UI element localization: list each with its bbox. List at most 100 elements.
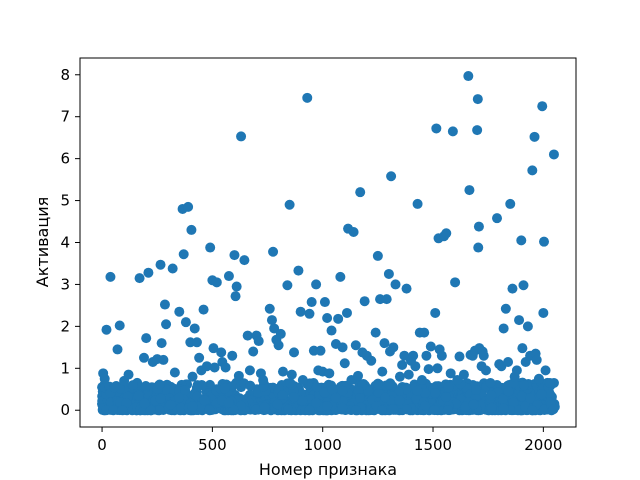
data-point xyxy=(180,317,191,328)
data-point xyxy=(420,388,431,399)
data-point xyxy=(311,279,322,290)
data-point xyxy=(99,373,110,384)
data-point xyxy=(187,401,198,412)
data-point xyxy=(293,265,304,276)
data-point xyxy=(133,390,144,401)
data-point xyxy=(145,405,156,416)
data-point xyxy=(401,283,412,294)
data-point xyxy=(204,404,215,415)
data-point xyxy=(508,397,519,408)
data-point xyxy=(451,398,462,409)
data-point xyxy=(445,368,456,379)
data-point xyxy=(311,397,322,408)
data-point xyxy=(548,149,559,160)
data-point xyxy=(539,236,550,247)
data-point xyxy=(337,402,348,413)
data-point xyxy=(117,405,128,416)
data-point xyxy=(500,303,511,314)
data-point xyxy=(492,213,503,224)
data-point xyxy=(229,250,240,261)
data-point xyxy=(285,378,296,389)
data-point xyxy=(139,398,150,409)
data-point xyxy=(283,404,294,415)
data-point xyxy=(105,271,116,282)
y-tick-label: 0 xyxy=(60,401,70,419)
data-point xyxy=(248,346,259,357)
data-point xyxy=(236,400,247,411)
y-axis-label: Активация xyxy=(33,197,52,287)
data-point xyxy=(199,395,210,406)
data-point xyxy=(377,366,388,377)
data-point xyxy=(123,369,134,380)
y-axis: 0 1 2 3 4 5 6 7 8 xyxy=(60,66,80,419)
data-point xyxy=(403,369,414,380)
data-point xyxy=(183,201,194,212)
data-point xyxy=(472,94,483,105)
data-point xyxy=(159,299,170,310)
y-tick-label: 4 xyxy=(60,234,70,252)
data-point xyxy=(386,171,397,182)
data-point xyxy=(355,392,366,403)
x-tick-label: 1000 xyxy=(304,436,342,454)
data-point xyxy=(540,365,551,376)
data-point xyxy=(101,405,112,416)
data-point xyxy=(516,391,527,402)
data-point xyxy=(412,385,423,396)
data-point xyxy=(319,387,330,398)
data-point xyxy=(348,227,359,238)
data-point xyxy=(167,263,178,274)
data-point xyxy=(421,350,432,361)
data-point xyxy=(408,350,419,361)
data-point xyxy=(533,373,544,384)
data-point xyxy=(335,271,346,282)
data-point xyxy=(430,307,441,318)
data-point xyxy=(112,344,123,355)
data-point xyxy=(353,370,364,381)
data-point xyxy=(251,404,262,415)
x-axis-label: Номер признака xyxy=(259,460,397,479)
data-point xyxy=(268,246,279,257)
data-point xyxy=(536,389,547,400)
data-point xyxy=(401,404,412,415)
data-point xyxy=(478,350,489,361)
data-point xyxy=(127,380,138,391)
data-point xyxy=(432,363,443,374)
data-point xyxy=(430,387,441,398)
data-point xyxy=(429,405,440,416)
data-point xyxy=(143,267,154,278)
x-tick-label: 500 xyxy=(198,436,227,454)
data-point xyxy=(302,92,313,103)
data-point xyxy=(464,185,475,196)
data-point xyxy=(527,165,538,176)
points-layer xyxy=(97,71,560,416)
data-point xyxy=(109,382,120,393)
data-point xyxy=(341,307,352,318)
data-point xyxy=(366,355,377,366)
data-point xyxy=(527,405,538,416)
data-point xyxy=(272,399,283,410)
data-point xyxy=(410,361,421,372)
data-point xyxy=(191,337,202,348)
data-point xyxy=(324,368,335,379)
data-point xyxy=(284,199,295,210)
data-point xyxy=(231,281,242,292)
data-point xyxy=(503,386,514,397)
data-point xyxy=(440,392,451,403)
data-point xyxy=(306,297,317,308)
data-point xyxy=(473,221,484,232)
data-point xyxy=(376,405,387,416)
data-point xyxy=(372,378,383,389)
data-point xyxy=(220,362,231,373)
y-tick-label: 5 xyxy=(60,192,70,210)
data-point xyxy=(394,371,405,382)
data-point xyxy=(379,338,390,349)
data-point xyxy=(158,354,169,365)
x-tick-label: 1500 xyxy=(414,436,452,454)
data-point xyxy=(286,369,297,380)
data-point xyxy=(108,405,119,416)
data-point xyxy=(239,255,250,266)
y-tick-label: 7 xyxy=(60,108,70,126)
y-tick-label: 8 xyxy=(60,66,70,84)
data-point xyxy=(253,336,264,347)
data-point xyxy=(544,377,555,388)
